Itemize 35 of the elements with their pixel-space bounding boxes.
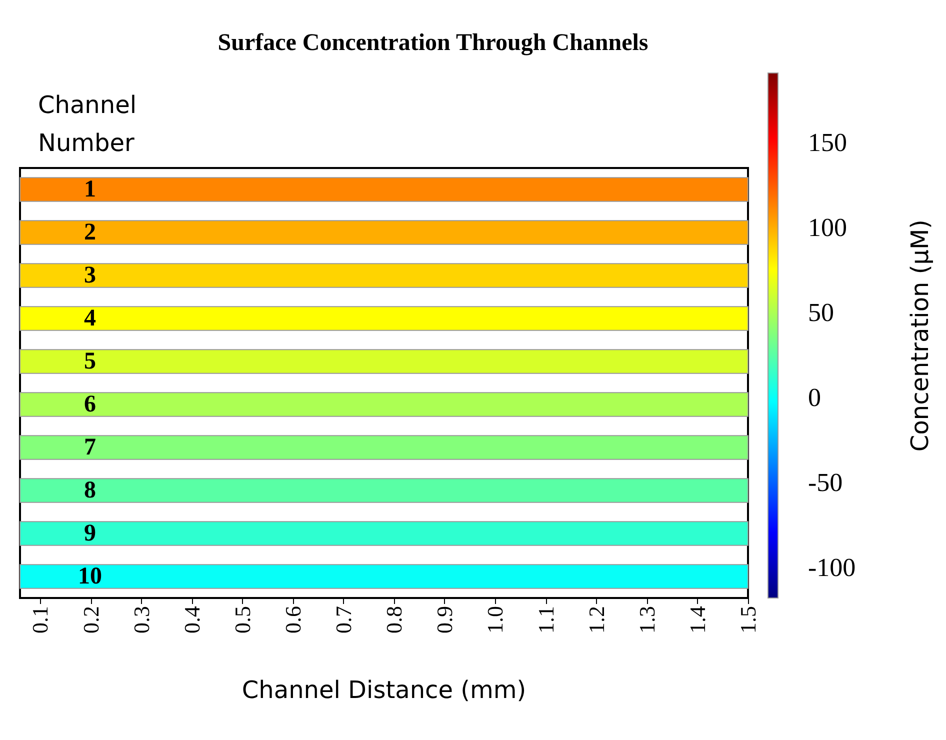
- x-tick-label: 0.9: [432, 606, 458, 634]
- color-bar-label: 100: [808, 213, 847, 242]
- x-tick-label: 0.3: [128, 606, 154, 634]
- y-tick-label: 3: [84, 262, 96, 288]
- y-axis-title: Channel Number: [38, 91, 144, 157]
- y-tick-label: 7: [84, 434, 96, 460]
- y-tick-label: 5: [84, 348, 96, 374]
- x-axis-title: Channel Distance (mm): [242, 676, 526, 704]
- x-tick-label: 1.2: [584, 606, 609, 634]
- x-tick-label: 0.5: [230, 606, 255, 634]
- x-tick-label: 1.1: [533, 606, 558, 634]
- y-tick-label: 8: [84, 478, 96, 504]
- y-tick-label: 6: [84, 392, 96, 418]
- y-tick-label: 1: [84, 176, 96, 202]
- color-bar-label: 0: [808, 383, 821, 412]
- color-bar-title: Concentration (μM): [906, 219, 934, 452]
- x-tick-label: 0.1: [28, 606, 53, 634]
- color-bar-label: 150: [808, 128, 847, 158]
- color-bar-label: -100: [808, 552, 856, 582]
- y-tick-label: 10: [78, 564, 102, 590]
- color-bar-label: 50: [808, 298, 834, 328]
- x-tick-label: 0.2: [78, 606, 104, 634]
- color-bar-label: -50: [808, 468, 843, 497]
- y-tick-label: 9: [84, 520, 96, 546]
- y-tick-label: 2: [84, 220, 96, 246]
- x-tick-label: 1.4: [684, 606, 710, 634]
- x-tick-label: 0.8: [382, 606, 407, 634]
- chart-title: Surface Concentration Through Channels: [218, 30, 648, 56]
- x-tick-label: 1.5: [736, 606, 760, 634]
- x-tick-label: 0.6: [280, 606, 306, 634]
- x-tick-label: 0.7: [331, 606, 356, 634]
- y-tick-label: 4: [84, 306, 96, 332]
- x-tick-label: 1.0: [482, 606, 508, 634]
- x-tick-label: 1.3: [634, 606, 660, 634]
- x-tick-label: 0.4: [179, 606, 204, 634]
